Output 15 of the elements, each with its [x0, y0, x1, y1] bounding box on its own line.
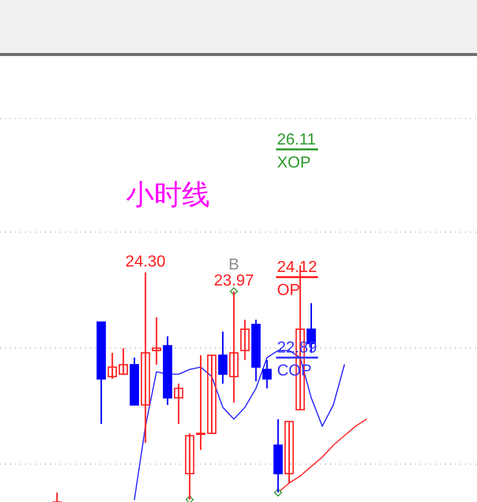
candlestick — [218, 330, 228, 384]
annotation: B — [228, 256, 240, 274]
candlestick — [140, 272, 150, 444]
annotation: 26.11 — [277, 131, 316, 148]
candlestick — [284, 420, 294, 484]
ref-line-label: XOP — [277, 154, 311, 172]
annotation: 24.30 — [125, 253, 166, 270]
candlestick — [240, 318, 250, 361]
candlestick — [262, 359, 272, 390]
chart-title: 小时线 — [126, 179, 210, 210]
candlestick — [174, 382, 184, 425]
ref-line-label: OP — [277, 282, 300, 300]
annotation: 23.97 — [214, 272, 254, 290]
annotation: 24.12 — [277, 259, 318, 276]
candlestick — [152, 316, 162, 366]
